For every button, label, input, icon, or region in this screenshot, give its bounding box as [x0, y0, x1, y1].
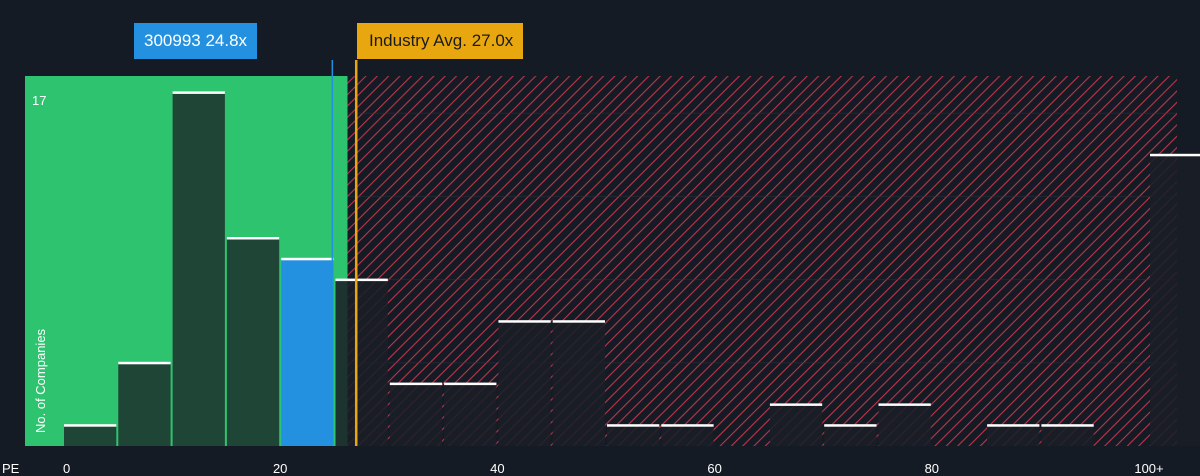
company-pe-label: 300993 24.8x [144, 31, 248, 50]
bar-top-cap [498, 320, 551, 323]
bar-top-cap [335, 278, 388, 282]
x-tick-label: 100+ [1134, 461, 1163, 476]
histogram-bar [172, 92, 225, 447]
bar-top-cap [769, 403, 823, 406]
y-axis-label: No. of Companies [33, 328, 48, 433]
bar-top-cap [987, 424, 1040, 427]
histogram-bar [498, 321, 551, 446]
bar-top-cap [661, 424, 714, 427]
bar-top-cap [64, 424, 117, 427]
histogram-bar [878, 404, 931, 446]
histogram-bar [389, 383, 443, 446]
histogram-bar [607, 425, 660, 446]
histogram-bar [281, 258, 334, 446]
x-tick-label: 20 [273, 461, 287, 476]
bar-top-cap [824, 424, 877, 427]
bar-top-cap [389, 382, 443, 386]
histogram-bar [824, 425, 877, 446]
bar-top-cap [1041, 424, 1094, 427]
histogram-bar [769, 404, 823, 446]
bar-top-cap [607, 424, 660, 427]
bar-top-cap [281, 257, 334, 261]
histogram-bar [444, 383, 497, 446]
bar-top-cap [552, 320, 605, 323]
bar-top-cap [878, 403, 931, 406]
bar-top-cap [118, 361, 171, 365]
histogram-bars [64, 91, 1200, 447]
x-tick-label: 0 [63, 461, 70, 476]
company-pe-callout: 300993 24.8x [134, 23, 258, 59]
histogram-bar [661, 425, 714, 446]
histogram-bar [1041, 425, 1094, 446]
histogram-bar [226, 238, 280, 446]
x-tick-label: 60 [707, 461, 721, 476]
gridlines [347, 112, 1177, 364]
industry-avg-label: Industry Avg. 27.0x [369, 31, 514, 50]
industry-avg-callout: Industry Avg. 27.0x [357, 23, 524, 59]
bar-top-cap [1150, 153, 1200, 157]
histogram-bar [552, 321, 605, 446]
histogram-bar [118, 362, 171, 446]
y-axis-max-label: 17 [32, 93, 46, 108]
x-tick-label: 40 [490, 461, 504, 476]
histogram-bar [1150, 154, 1200, 447]
x-axis-label: PE [2, 461, 20, 476]
histogram-bar [64, 425, 117, 446]
bar-top-cap [444, 382, 497, 386]
x-axis: PE 0 20 40 60 80 100+ [2, 461, 1164, 476]
bar-top-cap [226, 237, 280, 240]
x-tick-label: 80 [925, 461, 939, 476]
value-markers [331, 60, 358, 446]
histogram-bar [335, 279, 388, 446]
bar-top-cap [172, 91, 225, 94]
histogram-bar [987, 425, 1040, 446]
